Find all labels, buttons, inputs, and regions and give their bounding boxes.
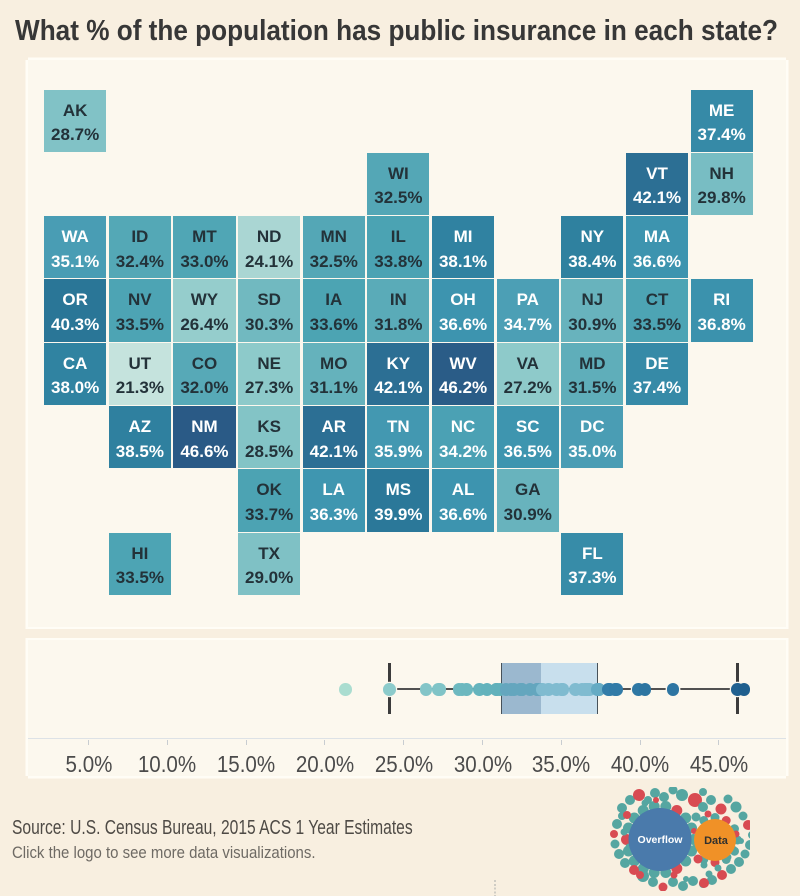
svg-text:Data: Data [704,835,729,847]
svg-text:Overflow: Overflow [638,834,684,846]
